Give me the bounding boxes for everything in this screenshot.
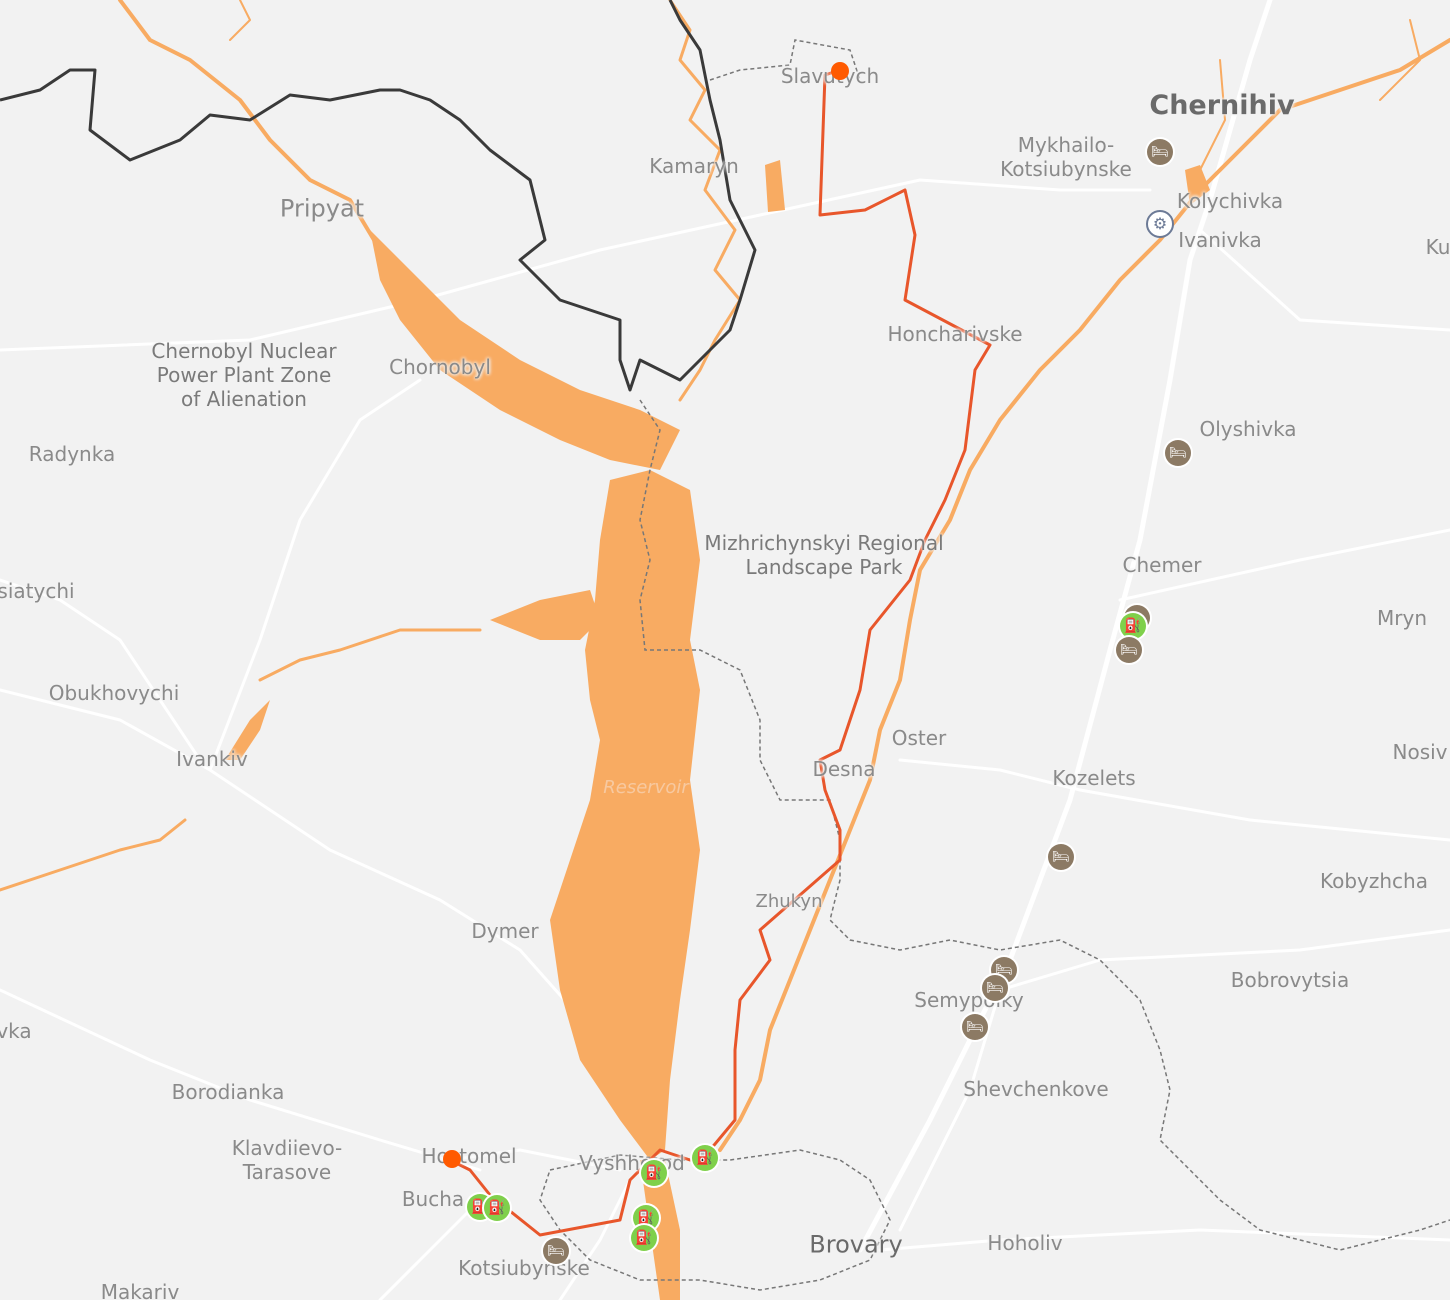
place-olyshivka[interactable]: Olyshivka [1199, 417, 1297, 441]
road-ivankiv-north [208, 378, 422, 772]
place-kolychivka[interactable]: Kolychivka [1176, 189, 1284, 213]
country-border [0, 0, 757, 392]
place-mryn[interactable]: Mryn [1377, 606, 1427, 630]
place-bucha[interactable]: Bucha [401, 1187, 465, 1211]
place-oster[interactable]: Oster [891, 726, 947, 750]
river-desna [718, 38, 1450, 1152]
place-shevchenkove[interactable]: Shevchenkove [963, 1077, 1109, 1101]
region-border-kyiv-city [539, 1149, 891, 1291]
place-desna[interactable]: Desna [812, 757, 876, 781]
place-kotsiubynske[interactable]: Kotsiubynske [458, 1256, 590, 1280]
place-kobyzhcha[interactable]: Kobyzhcha [1320, 869, 1428, 893]
area-mizhrichynskyi-park[interactable]: Mizhrichynskyi Regional Landscape Park [704, 531, 944, 579]
place-vka[interactable]: vka [0, 1019, 32, 1043]
place-chemer[interactable]: Chemer [1122, 553, 1202, 577]
tire-icon[interactable]: ⚙ [1146, 210, 1174, 238]
place-slavutych[interactable]: Slavutych [780, 64, 880, 88]
road-borodianka [0, 988, 482, 1172]
place-ivanivka[interactable]: Ivanivka [1178, 228, 1262, 252]
place-borodianka[interactable]: Borodianka [171, 1080, 285, 1104]
route-start-marker[interactable] [831, 62, 849, 80]
place-honcharivske[interactable]: Honcharivske [887, 322, 1023, 346]
bed-icon[interactable]: 🛏 [982, 975, 1008, 1001]
road-chernihiv-west [0, 178, 1152, 352]
area-exclusion-zone[interactable]: Chernobyl Nuclear Power Plant Zone of Al… [151, 339, 337, 411]
place-ku[interactable]: Ku [1425, 235, 1450, 259]
river-chernihiv-north [1199, 59, 1226, 171]
place-hostomel[interactable]: Hostomel [421, 1144, 517, 1168]
road-brovary-east [878, 1228, 1450, 1252]
bed-icon[interactable]: 🛏 [1147, 139, 1173, 165]
water-reservoir-label: Reservoir [603, 777, 689, 799]
place-hoholiv[interactable]: Hoholiv [987, 1231, 1063, 1255]
river-irpin-tributary [258, 628, 482, 682]
fuel-pump-icon[interactable]: ⛽ [1120, 613, 1146, 639]
bed-icon[interactable]: 🛏 [1165, 440, 1191, 466]
place-dymer[interactable]: Dymer [471, 919, 539, 943]
river-teteriv [0, 818, 187, 892]
bed-icon[interactable]: 🛏 [962, 1014, 988, 1040]
place-pripyat[interactable]: Pripyat [279, 194, 365, 223]
region-border-slavutych [709, 39, 861, 81]
place-kozelets[interactable]: Kozelets [1052, 766, 1136, 790]
road-kozelets-east [1078, 788, 1450, 842]
place-radynka[interactable]: Radynka [28, 442, 116, 466]
place-obukhovychi[interactable]: Obukhovychi [48, 681, 180, 705]
place-mykhailo-kotsiubynske[interactable]: Mykhailo- Kotsiubynske [1000, 133, 1132, 181]
place-brovary[interactable]: Brovary [809, 1230, 903, 1259]
pripyat-floodplain [370, 230, 680, 470]
kamaryn-ponds [765, 160, 785, 212]
ivankiv-lake [225, 700, 270, 760]
river-desna-tributary [1379, 19, 1421, 101]
bed-icon[interactable]: 🛏 [1116, 637, 1142, 663]
road-oster-kozelets [898, 758, 1082, 792]
kolychivka-ponds [1185, 165, 1210, 205]
road-chernihiv-east [1198, 228, 1450, 332]
water-bodies [225, 160, 1210, 1300]
region-borders [539, 39, 1450, 1291]
river-dnipro-north [668, 0, 742, 402]
place-chernihiv[interactable]: Chernihiv [1149, 89, 1295, 121]
route-line [449, 68, 992, 1237]
place-zhukyn[interactable]: Zhukyn [755, 891, 823, 913]
place-nosiv[interactable]: Nosiv [1392, 740, 1448, 764]
river-pripyat-tributary [229, 0, 251, 41]
road-chemer-east [1118, 528, 1450, 602]
road-vyshhorod-south [558, 1178, 632, 1300]
reservoir-inlet-west [490, 590, 600, 640]
road-bucha-south [378, 1208, 472, 1300]
road-brovary-semypolky [898, 928, 1450, 1232]
kyiv-reservoir [550, 470, 700, 1160]
place-chornobyl[interactable]: Chornobyl [389, 355, 491, 379]
fuel-pump-icon[interactable]: ⛽ [484, 1195, 510, 1221]
bed-icon[interactable]: 🛏 [543, 1238, 569, 1264]
road-west-edge [0, 578, 202, 762]
road-ivankiv-dymer [0, 688, 602, 1042]
place-siatychi[interactable]: siatychi [0, 579, 75, 603]
route-end-marker[interactable] [443, 1150, 461, 1168]
road-kyiv-chernihiv-highway [857, 0, 1273, 1253]
bed-icon[interactable]: 🛏 [1048, 844, 1074, 870]
place-vyshhorod[interactable]: Vyshhorod [579, 1151, 685, 1175]
region-border-dnipro [639, 399, 1450, 1251]
place-kamaryn[interactable]: Kamaryn [649, 154, 739, 178]
dnipro-channel-south [640, 1160, 680, 1300]
place-bobrovytsia[interactable]: Bobrovytsia [1230, 968, 1350, 992]
place-klavdiievo-tarasove[interactable]: Klavdiievo- Tarasove [231, 1136, 343, 1184]
place-ivankiv[interactable]: Ivankiv [176, 747, 248, 771]
fuel-pump-icon[interactable]: ⛽ [641, 1160, 667, 1186]
road-hostomel-vyshhorod [448, 1148, 622, 1172]
fuel-pump-icon[interactable]: ⛽ [631, 1225, 657, 1251]
fuel-pump-icon[interactable]: ⛽ [692, 1145, 718, 1171]
place-makariv[interactable]: Makariv [100, 1280, 180, 1300]
